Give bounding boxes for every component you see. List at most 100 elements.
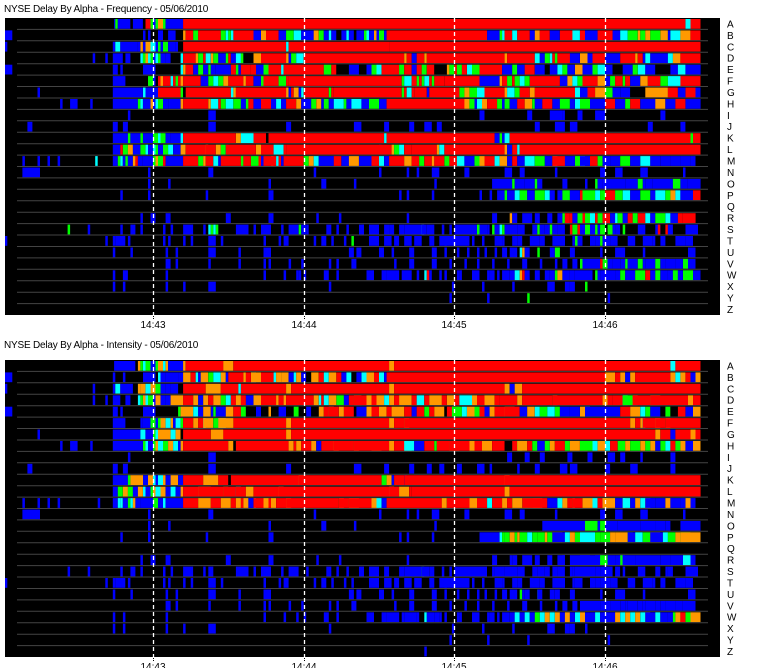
heatmap-cell [499,532,503,543]
heatmap-cell [5,578,8,588]
heatmap-cell [419,156,425,166]
heatmap-cell [163,578,166,588]
heatmap-cell [416,395,425,406]
heatmap-cell [569,463,578,474]
row-label: F [727,419,733,430]
heatmap-cell [421,566,430,577]
heatmap-cell [665,441,671,451]
heatmap-cell [693,133,701,143]
heatmap-cell [431,247,437,258]
heatmap-cell [328,258,332,269]
heatmap-cell [391,247,395,258]
heatmap-cell [183,372,191,383]
heatmap-cell [328,623,332,634]
heatmap-cell [198,64,204,75]
heatmap-cell [640,406,646,417]
heatmap-cell [537,566,545,577]
heatmap-row-e [5,64,701,75]
heatmap-cell [115,19,118,29]
heatmap-cell [665,418,701,428]
heatmap-cell [155,41,158,52]
heatmap-cell [143,372,153,383]
heatmap-cell [283,612,287,623]
heatmap-cell [597,498,603,508]
heatmap-cell [685,19,691,29]
heatmap-cell [57,156,61,166]
heatmap-cell [569,53,580,64]
heatmap-cell [527,635,530,645]
heatmap-cell [439,270,442,281]
heatmap-cell [283,64,324,75]
heatmap-cell [547,406,555,417]
heatmap-cell [446,406,452,417]
heatmap-cell [198,156,204,166]
heatmap-cell [268,589,271,600]
heatmap-cell [190,372,196,383]
heatmap-cell [600,190,606,201]
heatmap-cell [429,87,460,98]
heatmap-cell [585,623,588,634]
heatmap-cell [223,76,229,86]
heatmap-cell [497,190,505,201]
heatmap-cell [562,213,565,223]
heatmap-cell [203,475,219,485]
heatmap-cell [268,258,271,269]
heatmap-cell [353,30,357,41]
heatmap-cell [253,99,261,109]
heatmap-cell [220,383,239,394]
heatmap-cell [323,99,329,109]
heatmap-cell [461,64,467,75]
heatmap-cell [569,406,580,417]
heatmap-cell [200,76,209,86]
heatmap-cell [580,612,585,623]
heatmap-cell [183,236,186,246]
heatmap-cell [140,99,143,109]
heatmap-cell [225,53,229,64]
heatmap-cell [112,236,116,246]
heatmap-cell [502,64,513,75]
heatmap-cell [37,87,40,98]
heatmap-cell [165,498,184,508]
x-tick-label: 14:46 [592,662,617,668]
heatmap-cell [459,395,472,406]
heatmap-cell [665,224,668,235]
heatmap-cell [572,600,578,611]
heatmap-cell [607,224,613,235]
heatmap-cell [416,509,420,520]
heatmap-cell [549,110,563,121]
heatmap-cell [92,395,96,406]
heatmap-cell [165,361,169,371]
heatmap-cell [569,224,573,235]
heatmap-cell [359,64,367,75]
heatmap-cell [168,178,171,189]
heatmap-cell [183,383,206,394]
heatmap-row-z [424,646,427,657]
heatmap-cell [170,383,179,394]
heatmap-cell [208,247,216,258]
heatmap-cell [168,578,171,588]
heatmap-cell [564,156,575,166]
heatmap-cell [235,486,246,497]
heatmap-cell [165,258,171,269]
heatmap-cell [130,133,141,143]
heatmap-cell [620,555,623,565]
heatmap-cell [406,555,410,565]
heatmap-cell [544,441,550,451]
heatmap-cell [218,99,221,109]
row-label: Z [727,305,733,316]
heatmap-cell [587,87,595,98]
heatmap-cell [590,213,595,223]
heatmap-cell [529,76,560,86]
heatmap-cell [208,372,214,383]
heatmap-cell [158,156,163,166]
heatmap-cell [143,53,146,64]
heatmap-cell [562,498,568,508]
heatmap-cell [215,224,219,235]
heatmap-cell [311,441,317,451]
heatmap-cell [655,190,666,201]
heatmap-cell [683,258,688,269]
heatmap-cell [333,99,344,109]
heatmap-cell [484,87,505,98]
heatmap-cell [552,99,560,109]
heatmap-cell [527,532,533,543]
